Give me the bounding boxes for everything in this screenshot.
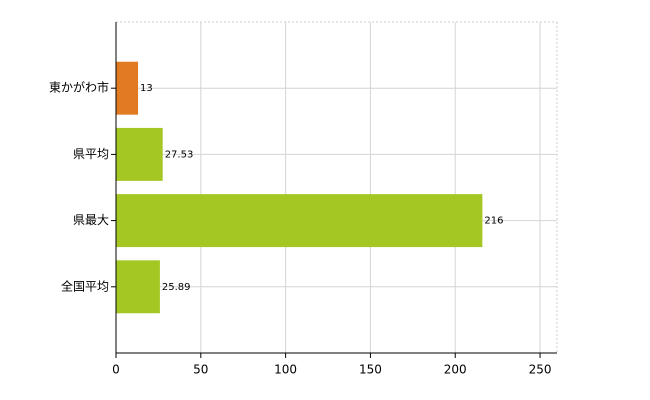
x-tick-label: 50	[193, 363, 208, 377]
y-tick-label: 県平均	[73, 147, 109, 161]
x-tick-label: 150	[359, 363, 382, 377]
bar	[116, 194, 483, 248]
x-tick-label: 200	[444, 363, 467, 377]
x-tick-label: 250	[529, 363, 552, 377]
bar	[116, 61, 139, 115]
y-tick-label: 全国平均	[61, 278, 109, 293]
y-tick-label: 県最大	[73, 213, 109, 227]
x-tick-label: 0	[112, 363, 120, 377]
x-tick-label: 100	[274, 363, 297, 377]
bar	[116, 127, 163, 181]
y-tick-label: 東かがわ市	[49, 80, 109, 95]
bar	[116, 260, 160, 314]
value-label: 25.89	[162, 282, 191, 293]
value-label: 13	[140, 83, 153, 94]
value-label: 216	[484, 216, 503, 227]
value-label: 27.53	[165, 149, 194, 160]
